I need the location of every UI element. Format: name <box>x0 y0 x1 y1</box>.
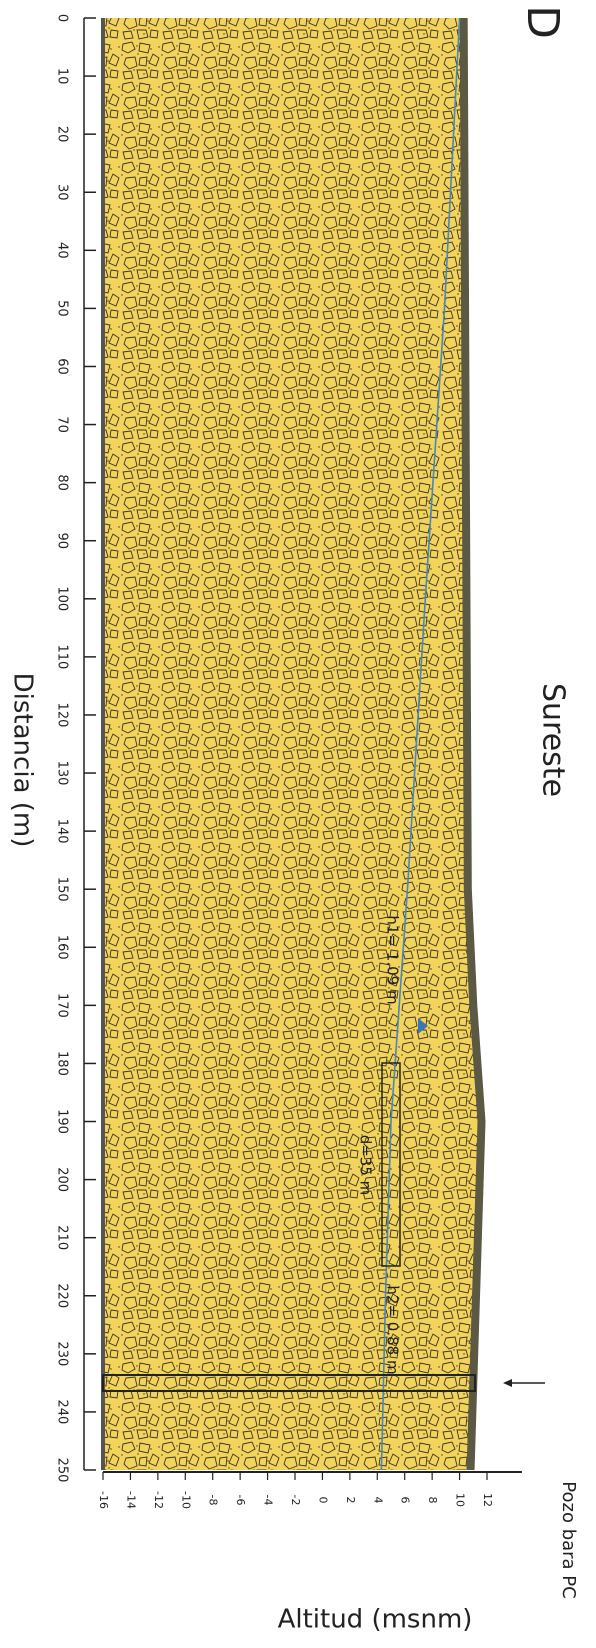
x-tick-label: 40 <box>55 242 70 259</box>
x-tick-label: 30 <box>55 184 70 201</box>
x-tick-label: 10 <box>55 68 70 85</box>
well-arrow-head <box>503 1379 512 1387</box>
y-tick-label: 6 <box>399 1497 412 1504</box>
y-tick-label: 4 <box>371 1497 384 1504</box>
x-tick-label: 100 <box>55 586 70 611</box>
x-tick-label: 90 <box>55 532 70 549</box>
x-tick-label: 220 <box>55 1283 70 1308</box>
y-axis-label: Altitud (msnm) <box>278 1605 473 1635</box>
x-tick-label: 80 <box>55 474 70 491</box>
x-tick-label: 210 <box>55 1225 70 1250</box>
y-tick-label: 10 <box>454 1493 467 1507</box>
x-tick-label: 140 <box>55 819 70 844</box>
y-tick-label: 12 <box>481 1493 494 1507</box>
x-tick-label: 20 <box>55 126 70 143</box>
section-label: D <box>517 5 568 39</box>
x-tick-label: 200 <box>55 1167 70 1192</box>
y-tick-label: -4 <box>262 1495 275 1506</box>
chart: D Sureste Pozo bara PC Distancia (m) Alt… <box>0 0 596 1648</box>
x-tick-label: 120 <box>55 703 70 728</box>
y-tick-label: 0 <box>316 1497 329 1504</box>
y-tick-label: -10 <box>179 1491 192 1509</box>
x-tick-label: 130 <box>55 761 70 786</box>
direction-label: Sureste <box>536 683 571 797</box>
y-tick-label: -16 <box>97 1491 110 1509</box>
x-tick-label: 160 <box>55 935 70 960</box>
x-tick-label: 50 <box>55 300 70 317</box>
x-tick-label: 170 <box>55 993 70 1018</box>
x-tick-label: 240 <box>55 1400 70 1425</box>
x-tick-label: 180 <box>55 1051 70 1076</box>
x-tick-label: 230 <box>55 1341 70 1366</box>
x-tick-label: 250 <box>55 1458 70 1483</box>
x-axis-label: Distancia (m) <box>8 673 38 848</box>
x-tick-label: 70 <box>55 416 70 433</box>
well-label: Pozo bara PC <box>558 1481 579 1598</box>
annotation: h1= 1.09 m <box>384 915 402 1004</box>
y-tick-label: -2 <box>289 1495 302 1506</box>
y-tick-label: -14 <box>124 1491 137 1509</box>
y-tick-label: 2 <box>344 1497 357 1504</box>
x-tick-label: 0 <box>55 14 70 22</box>
y-tick-label: 8 <box>426 1497 439 1504</box>
x-tick-label: 190 <box>55 1109 70 1134</box>
annotation: d=35 m <box>357 1135 375 1196</box>
sediment-texture <box>103 18 482 1470</box>
x-tick-label: 110 <box>55 644 70 669</box>
x-tick-label: 150 <box>55 877 70 902</box>
x-tick-label: 60 <box>55 358 70 375</box>
y-tick-label: -12 <box>152 1491 165 1509</box>
y-tick-label: -8 <box>207 1495 220 1506</box>
annotation: h2= 0.88 m <box>384 1285 402 1374</box>
y-tick-label: -6 <box>234 1495 247 1506</box>
